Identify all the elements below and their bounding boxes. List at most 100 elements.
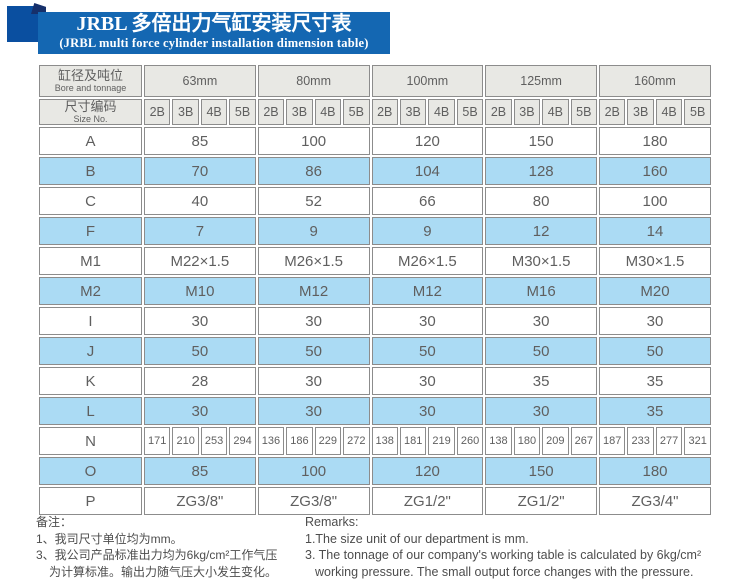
bore-group-header: 100mm [371, 65, 484, 97]
bore-group-header: 125mm [485, 65, 597, 97]
dim-value: 30 [144, 307, 256, 335]
dim-value: 35 [485, 367, 597, 395]
row-label: J [39, 337, 142, 365]
dim-value: 7 [144, 217, 256, 245]
dim-value: 30 [144, 397, 256, 425]
dim-value: M30×1.5 [485, 247, 597, 275]
dim-value: 260 [456, 427, 484, 455]
dimension-table: 缸径及吨位 Bore and tonnage 63mm 80mm 100mm 125mm 1… [37, 63, 713, 517]
row-label: M1 [39, 247, 142, 275]
row-label: I [39, 307, 142, 335]
note-line: 1.The size unit of our department is mm. [305, 531, 529, 546]
dim-value: 180 [513, 427, 541, 455]
dim-value: 171 [144, 427, 171, 455]
dim-value: 85 [144, 127, 256, 155]
size-code-header: 2B [371, 99, 398, 125]
size-code-header: 4B [542, 99, 569, 125]
dim-value: M12 [257, 277, 370, 305]
bore-tonnage-header: 缸径及吨位 Bore and tonnage [39, 65, 142, 97]
table-row: K 28 30 30 35 35 [39, 367, 711, 395]
size-no-header: 尺寸编码 Size No. [39, 99, 142, 125]
dim-value: 277 [655, 427, 683, 455]
dim-value: 180 [599, 457, 711, 485]
dim-value: 321 [684, 427, 711, 455]
header-row-bore: 缸径及吨位 Bore and tonnage 63mm 80mm 100mm 125mm 1… [39, 65, 711, 97]
table-row: N 171 210 253 294 136 186 229 272 138 181 219 260 138… [39, 427, 711, 455]
bore-group-header: 80mm [257, 65, 370, 97]
dim-value: 128 [485, 157, 597, 185]
dim-value: 80 [485, 187, 597, 215]
dim-value: 30 [485, 397, 597, 425]
size-code-header: 5B [684, 99, 711, 125]
row-label: A [39, 127, 142, 155]
dim-value: 52 [257, 187, 370, 215]
dim-value: 30 [371, 397, 484, 425]
dim-value: 160 [599, 157, 711, 185]
dim-value: 30 [485, 307, 597, 335]
size-code-header: 2B [144, 99, 171, 125]
notes-en: Remarks: 1.The size unit of our departme… [305, 514, 745, 580]
notes-en-lines: 1.The size unit of our department is mm.… [305, 531, 745, 581]
dim-value: 35 [599, 397, 711, 425]
size-code-header: 5B [456, 99, 484, 125]
row-label: M2 [39, 277, 142, 305]
dim-value: 186 [286, 427, 313, 455]
dim-value: 86 [257, 157, 370, 185]
size-code-header: 5B [570, 99, 597, 125]
dim-value: 66 [371, 187, 484, 215]
dim-value: 120 [371, 457, 484, 485]
size-code-header: 3B [286, 99, 313, 125]
size-code-header: 2B [257, 99, 285, 125]
dim-value: 100 [257, 127, 370, 155]
dim-value: 9 [371, 217, 484, 245]
row-label: P [39, 487, 142, 515]
dim-value: 120 [371, 127, 484, 155]
dim-value: ZG3/4" [599, 487, 711, 515]
size-code-header: 3B [513, 99, 541, 125]
row-label: N [39, 427, 142, 455]
table-row: F 7 9 9 12 14 [39, 217, 711, 245]
table-row: C 40 52 66 80 100 [39, 187, 711, 215]
dim-value: 104 [371, 157, 484, 185]
dim-value: M10 [144, 277, 256, 305]
dim-value: 30 [257, 307, 370, 335]
size-code-header: 4B [655, 99, 683, 125]
size-code-header: 3B [172, 99, 199, 125]
size-code-header: 2B [599, 99, 626, 125]
dim-value: 28 [144, 367, 256, 395]
table-row: O 85 100 120 150 180 [39, 457, 711, 485]
table-row: L 30 30 30 30 35 [39, 397, 711, 425]
dim-value: 30 [371, 367, 484, 395]
notes-en-heading: Remarks: [305, 515, 359, 529]
dim-value: 50 [257, 337, 370, 365]
size-code-header: 5B [343, 99, 370, 125]
row-label: K [39, 367, 142, 395]
row-label: O [39, 457, 142, 485]
dim-value: ZG3/8" [257, 487, 370, 515]
dim-value: 272 [343, 427, 370, 455]
dim-value: 267 [570, 427, 597, 455]
note-line: 3、我公司产品标准出力均为6kg/cm²工作气压 [36, 548, 278, 562]
notes-zh: 备注： 1、我司尺寸单位均为mm。 3、我公司产品标准出力均为6kg/cm²工作气… [36, 514, 316, 580]
dim-value: 50 [371, 337, 484, 365]
dim-value: 30 [371, 307, 484, 335]
dim-value: M22×1.5 [144, 247, 256, 275]
dim-value: 136 [257, 427, 285, 455]
notes-zh-lines: 1、我司尺寸单位均为mm。 3、我公司产品标准出力均为6kg/cm²工作气压 为计算… [36, 531, 316, 581]
dim-value: 187 [599, 427, 626, 455]
dim-value: M12 [371, 277, 484, 305]
dim-value: 210 [172, 427, 199, 455]
size-code-header: 3B [399, 99, 427, 125]
dim-value: M16 [485, 277, 597, 305]
dim-value: 12 [485, 217, 597, 245]
dim-value: 219 [428, 427, 455, 455]
dim-value: 233 [627, 427, 654, 455]
dim-value: 180 [599, 127, 711, 155]
dim-value: 9 [257, 217, 370, 245]
row-label: C [39, 187, 142, 215]
size-code-header: 2B [485, 99, 512, 125]
dim-value: 100 [257, 457, 370, 485]
table-row: P ZG3/8" ZG3/8" ZG1/2" ZG1/2" ZG3/4" [39, 487, 711, 515]
note-line: 3. The tonnage of our company's working … [305, 548, 702, 562]
